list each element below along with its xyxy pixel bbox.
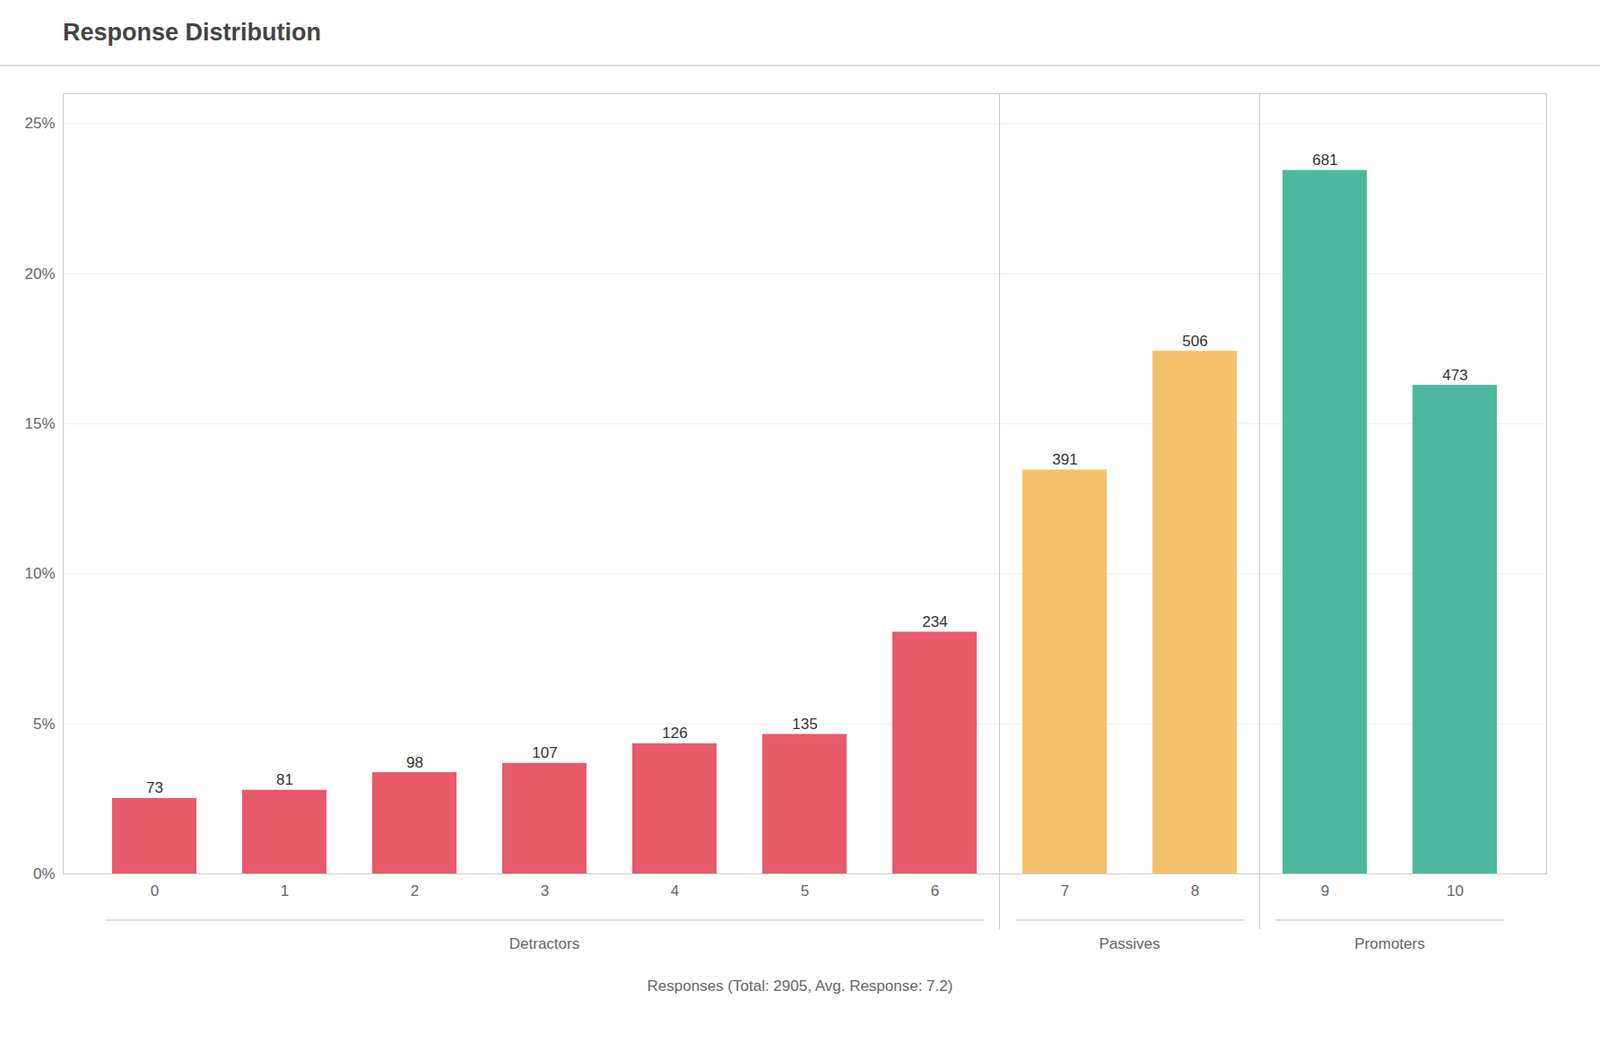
svg-text:5%: 5% [33,715,56,733]
svg-text:Passives: Passives [1098,935,1160,953]
svg-text:Detractors: Detractors [509,935,580,953]
svg-text:391: 391 [1052,451,1078,469]
svg-text:81: 81 [276,771,294,789]
svg-text:1: 1 [280,882,289,900]
html-text:Responses (Total: 2905, Avg. R: Responses (Total: 2905, Avg. Response: 7… [647,977,953,995]
svg-text:8: 8 [1191,882,1200,900]
svg-text:0: 0 [150,882,159,900]
svg-text:473: 473 [1442,366,1468,384]
svg-text:107: 107 [531,744,557,762]
svg-text:135: 135 [791,715,818,733]
svg-text:234: 234 [921,613,948,631]
svg-text:25%: 25% [24,114,55,132]
svg-text:4: 4 [670,882,679,900]
svg-text:6: 6 [930,882,940,900]
svg-text:10%: 10% [24,565,55,583]
svg-text:7: 7 [1060,882,1070,900]
svg-text:5: 5 [800,882,809,900]
svg-text:506: 506 [1182,332,1208,350]
svg-text:2: 2 [410,882,419,900]
svg-text:3: 3 [540,882,549,900]
svg-text:15%: 15% [24,415,55,433]
svg-text:126: 126 [661,724,687,742]
svg-text:98: 98 [406,754,424,772]
svg-text:9: 9 [1321,882,1330,900]
svg-text:73: 73 [146,779,164,797]
svg-text:0%: 0% [33,865,56,883]
svg-text:Promoters: Promoters [1354,935,1425,953]
svg-text:10: 10 [1446,882,1464,900]
svg-text:681: 681 [1312,151,1338,169]
svg-text:20%: 20% [24,265,55,283]
html-text:Response Distribution: Response Distribution [62,18,322,46]
